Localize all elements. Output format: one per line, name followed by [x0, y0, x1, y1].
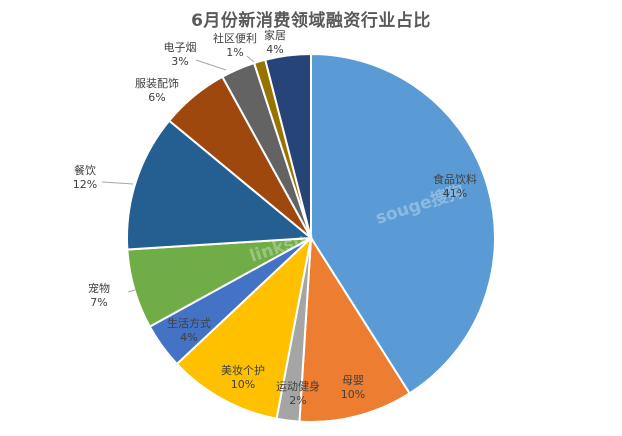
- slice-name-label: 餐饮: [74, 163, 96, 177]
- slice-name-label: 家居: [264, 28, 286, 42]
- slice-name-label: 电子烟: [164, 40, 197, 54]
- pie-slice-1: [310, 52, 496, 395]
- leader-line: [127, 289, 136, 293]
- slice-name-label: 社区便利: [213, 31, 257, 45]
- slice-name-label: 美妆个护: [221, 363, 265, 377]
- pie-slice-7: [125, 119, 314, 251]
- slice-name-label: 生活方式: [167, 316, 211, 330]
- pie-slice-11: [264, 52, 312, 239]
- slice-value-label: 3%: [171, 55, 188, 68]
- slice-value-label: 41%: [443, 187, 467, 200]
- slice-value-label: 6%: [148, 91, 165, 104]
- slice-name-label: 运动健身: [276, 379, 320, 393]
- leader-line: [101, 181, 134, 185]
- slice-value-label: 2%: [289, 394, 306, 407]
- slice-value-label: 10%: [341, 388, 365, 401]
- chart-title: 6月份新消费领域融资行业占比: [191, 11, 431, 31]
- data-labels: 食品饮料41%母婴10%运动健身2%美妆个护10%生活方式4%宠物7%餐饮12%…: [73, 28, 477, 407]
- pie-slice-4: [175, 235, 313, 420]
- slice-name-label: 母婴: [342, 374, 364, 387]
- slice-value-label: 12%: [73, 178, 97, 191]
- leader-line: [246, 55, 255, 63]
- slice-name-label: 服装配饰: [135, 76, 179, 90]
- pie-slices: [125, 52, 496, 423]
- slice-name-label: 食品饮料: [433, 172, 477, 186]
- slice-value-label: 1%: [226, 46, 243, 59]
- pie-slice-2: [298, 234, 411, 423]
- slice-value-label: 10%: [231, 378, 255, 391]
- slice-value-label: 4%: [266, 43, 283, 56]
- slice-value-label: 7%: [90, 296, 107, 309]
- leader-line: [195, 59, 227, 71]
- slice-value-label: 4%: [180, 331, 197, 344]
- slice-name-label: 宠物: [88, 281, 110, 295]
